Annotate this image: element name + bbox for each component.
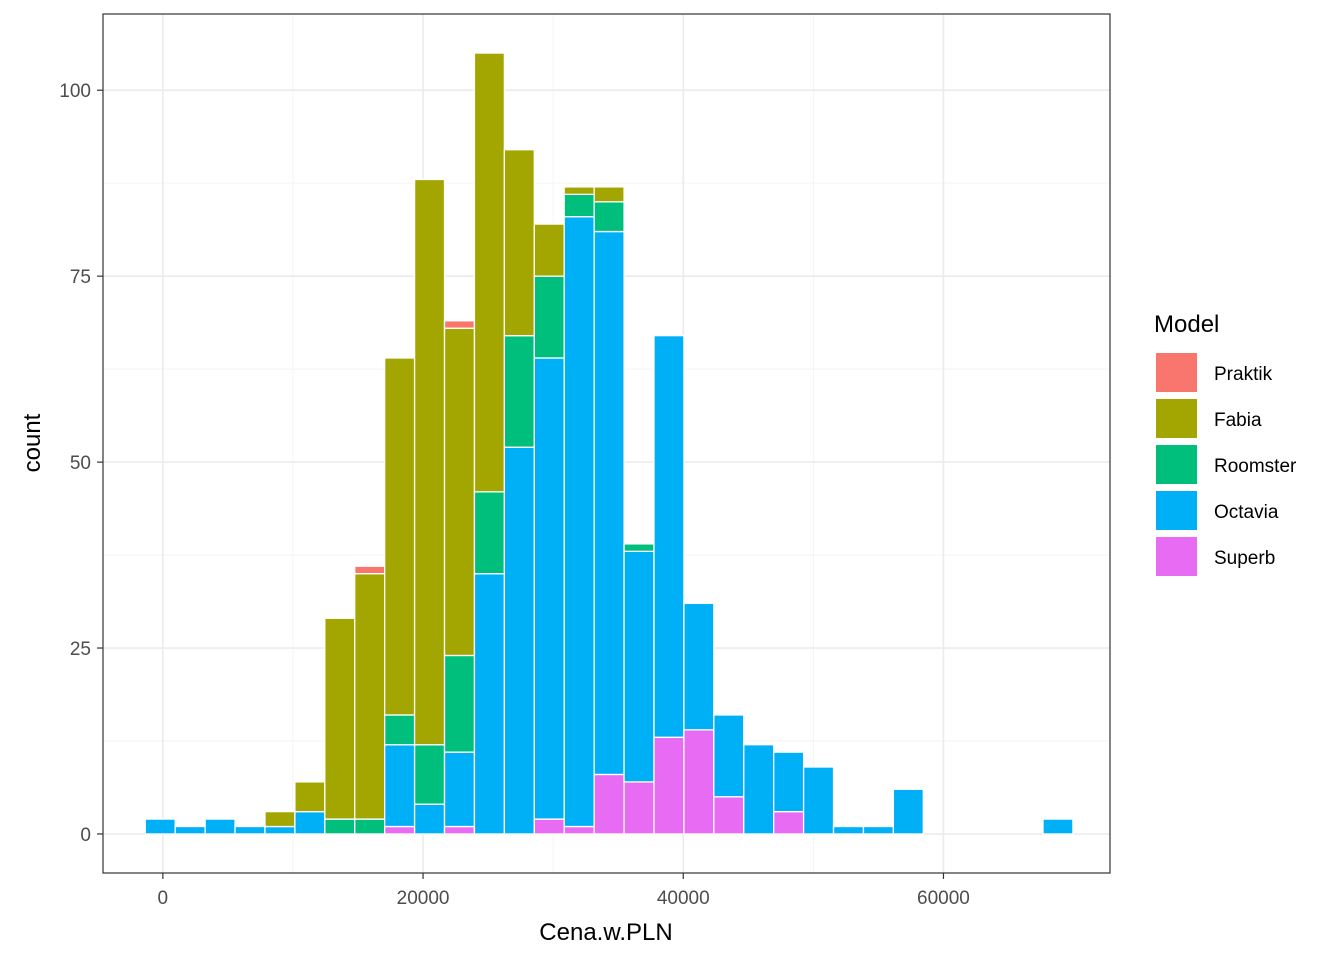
bar-octavia	[892, 788, 924, 835]
x-tick-label: 40000	[657, 888, 710, 909]
bar-octavia	[832, 825, 865, 835]
bar-superb	[713, 796, 745, 835]
bar-octavia	[413, 803, 446, 835]
bar-octavia	[713, 714, 745, 798]
legend-key-roomster	[1156, 445, 1197, 484]
bar-fabia	[593, 186, 625, 203]
bar-superb	[623, 781, 655, 835]
bar-fabia	[324, 617, 356, 820]
bar-octavia	[384, 744, 416, 828]
bar-octavia	[144, 818, 176, 835]
bar-fabia	[503, 149, 535, 337]
x-tick-label: 60000	[917, 888, 970, 909]
bar-fabia	[563, 186, 595, 196]
bar-octavia	[683, 602, 715, 731]
bar-roomster	[413, 744, 446, 805]
bar-roomster	[384, 714, 416, 746]
bar-octavia	[593, 230, 625, 776]
bar-superb	[773, 810, 805, 835]
bar-fabia	[264, 810, 296, 828]
bar-roomster	[354, 818, 386, 835]
bar-superb	[683, 729, 715, 835]
bar-praktik	[443, 320, 476, 329]
bar-octavia	[802, 766, 835, 835]
bar-octavia	[234, 825, 266, 835]
bar-octavia	[653, 335, 685, 738]
bar-octavia	[473, 573, 506, 835]
bar-roomster	[593, 201, 625, 233]
bar-octavia	[204, 818, 236, 835]
legend-key-superb	[1156, 537, 1197, 576]
y-tick-label: 50	[70, 453, 91, 474]
y-axis: 0 25 50 75 100	[59, 81, 103, 846]
y-axis-title: count	[19, 413, 46, 472]
bar-roomster	[443, 654, 476, 753]
bar-superb	[533, 818, 565, 835]
bar-fabia	[533, 223, 565, 277]
bar-superb	[443, 825, 476, 835]
bar-octavia	[862, 825, 895, 835]
bar-superb	[563, 825, 595, 835]
bar-roomster	[503, 335, 535, 448]
bar-roomster	[533, 275, 565, 359]
legend: Model Praktik Fabia Roomster Octavia Superb	[1154, 311, 1297, 576]
bar-fabia	[413, 178, 446, 746]
bar-superb	[384, 825, 416, 835]
bar-octavia	[533, 357, 565, 820]
bar-octavia	[773, 751, 805, 813]
x-tick-label: 0	[158, 888, 169, 909]
legend-label-fabia: Fabia	[1214, 410, 1262, 431]
bar-octavia	[1042, 818, 1074, 835]
bar-octavia	[743, 744, 775, 835]
legend-key-fabia	[1156, 399, 1197, 438]
legend-label-praktik: Praktik	[1214, 364, 1273, 385]
x-axis-title: Cena.w.PLN	[539, 919, 672, 946]
bar-octavia	[264, 825, 296, 835]
x-tick-label: 20000	[397, 888, 450, 909]
bar-superb	[653, 736, 685, 835]
y-tick-label: 25	[70, 639, 91, 660]
bar-roomster	[623, 543, 655, 552]
bar-roomster	[563, 193, 595, 218]
bar-octavia	[563, 216, 595, 828]
bar-fabia	[443, 327, 476, 657]
legend-key-octavia	[1156, 491, 1197, 530]
x-axis: 0 20000 40000 60000	[158, 873, 970, 909]
y-tick-label: 100	[59, 81, 91, 102]
y-tick-label: 75	[70, 267, 91, 288]
bar-octavia	[503, 446, 535, 835]
bar-octavia	[294, 810, 326, 835]
legend-label-octavia: Octavia	[1214, 502, 1279, 523]
panel-border	[102, 13, 1111, 874]
bar-superb	[593, 773, 625, 835]
bar-octavia	[623, 550, 655, 783]
bar-fabia	[354, 573, 386, 820]
bar-fabia	[294, 781, 326, 813]
legend-title: Model	[1154, 311, 1219, 338]
legend-key-praktik	[1156, 353, 1197, 392]
bar-fabia	[473, 52, 506, 493]
bar-praktik	[354, 565, 386, 575]
bars	[144, 52, 1074, 835]
legend-label-roomster: Roomster	[1214, 456, 1297, 477]
bar-roomster	[473, 491, 506, 575]
bar-octavia	[443, 751, 476, 828]
bar-fabia	[384, 357, 416, 716]
bar-roomster	[324, 818, 356, 835]
y-tick-label: 0	[80, 825, 91, 846]
legend-label-superb: Superb	[1214, 548, 1275, 569]
bar-octavia	[174, 825, 206, 835]
